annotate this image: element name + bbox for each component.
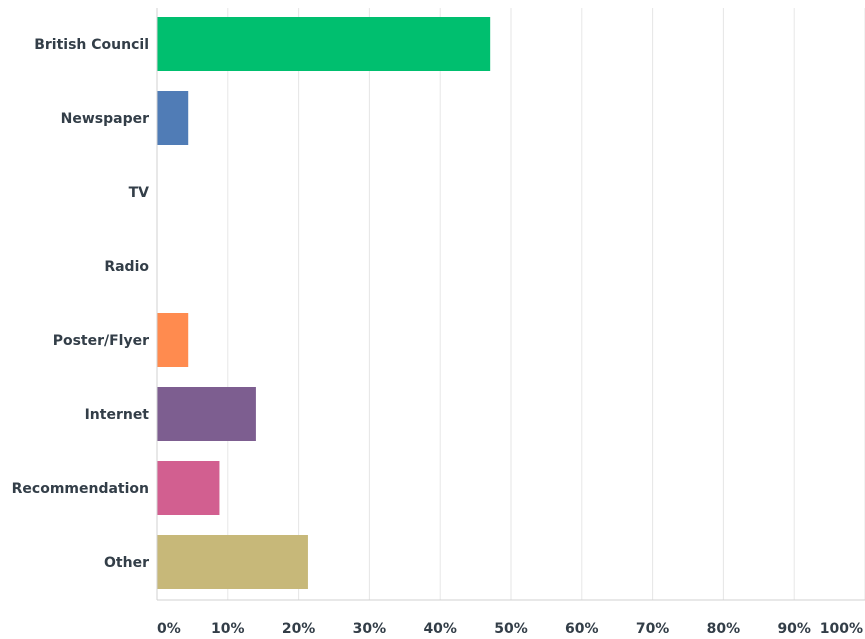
bars — [157, 17, 491, 589]
bar — [157, 91, 189, 145]
bar — [157, 461, 220, 515]
bar — [157, 313, 189, 367]
category-labels: British Council Newspaper TV Radio Poster/Fl… — [12, 37, 150, 571]
category-label: Poster/Flyer — [53, 333, 149, 349]
x-tick-label: 0% — [157, 621, 181, 637]
category-label: Recommendation — [12, 481, 149, 497]
bar — [157, 17, 491, 71]
category-label: Radio — [104, 259, 149, 275]
x-tick-label: 20% — [282, 621, 316, 637]
x-tick-label: 90% — [777, 621, 811, 637]
x-tick-label: 50% — [494, 621, 528, 637]
x-tick-label: 10% — [211, 621, 245, 637]
x-axis-tick-labels: 0% 10% 20% 30% 40% 50% 60% 70% 80% 90% 100% — [157, 621, 863, 637]
category-label: TV — [129, 185, 150, 201]
x-tick-label: 100% — [820, 621, 863, 637]
grid-lines — [227, 8, 865, 600]
category-label: Newspaper — [61, 111, 149, 127]
x-tick-label: 70% — [636, 621, 670, 637]
x-tick-label: 40% — [423, 621, 457, 637]
category-label: British Council — [34, 37, 149, 53]
x-tick-label: 30% — [353, 621, 387, 637]
x-tick-label: 80% — [707, 621, 741, 637]
category-label: Other — [104, 555, 149, 571]
bar — [157, 535, 308, 589]
category-label: Internet — [85, 407, 150, 423]
x-tick-label: 60% — [565, 621, 599, 637]
bar — [157, 387, 256, 441]
